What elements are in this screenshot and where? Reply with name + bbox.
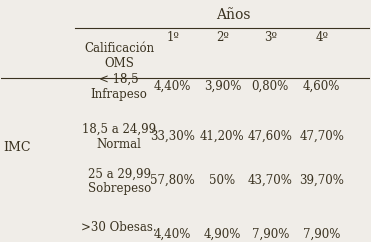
Text: 50%: 50%: [209, 174, 235, 187]
Text: 4º: 4º: [315, 30, 328, 44]
Text: 3º: 3º: [264, 30, 277, 44]
Text: 57,80%: 57,80%: [150, 174, 195, 187]
Text: IMC: IMC: [3, 141, 31, 154]
Text: 39,70%: 39,70%: [299, 174, 344, 187]
Text: 0,80%: 0,80%: [252, 80, 289, 93]
Text: 4,60%: 4,60%: [303, 80, 341, 93]
Text: 47,70%: 47,70%: [299, 129, 344, 142]
Text: 4,40%: 4,40%: [154, 80, 191, 93]
Text: 47,60%: 47,60%: [248, 129, 293, 142]
Text: 25 a 29,99
Sobrepeso: 25 a 29,99 Sobrepeso: [88, 167, 151, 195]
Text: >30 Obesas.: >30 Obesas.: [81, 221, 157, 234]
Text: Calificación
OMS: Calificación OMS: [84, 42, 154, 70]
Text: 4,40%: 4,40%: [154, 228, 191, 241]
Text: 7,90%: 7,90%: [303, 228, 341, 241]
Text: 1º: 1º: [166, 30, 179, 44]
Text: 4,90%: 4,90%: [204, 228, 241, 241]
Text: 18,5 a 24,99
Normal: 18,5 a 24,99 Normal: [82, 122, 156, 151]
Text: 3,90%: 3,90%: [204, 80, 241, 93]
Text: 41,20%: 41,20%: [200, 129, 244, 142]
Text: 33,30%: 33,30%: [150, 129, 195, 142]
Text: 2º: 2º: [216, 30, 229, 44]
Text: Años: Años: [216, 8, 251, 22]
Text: < 18,5
Infrapeso: < 18,5 Infrapeso: [91, 73, 148, 101]
Text: 7,90%: 7,90%: [252, 228, 289, 241]
Text: 43,70%: 43,70%: [248, 174, 293, 187]
